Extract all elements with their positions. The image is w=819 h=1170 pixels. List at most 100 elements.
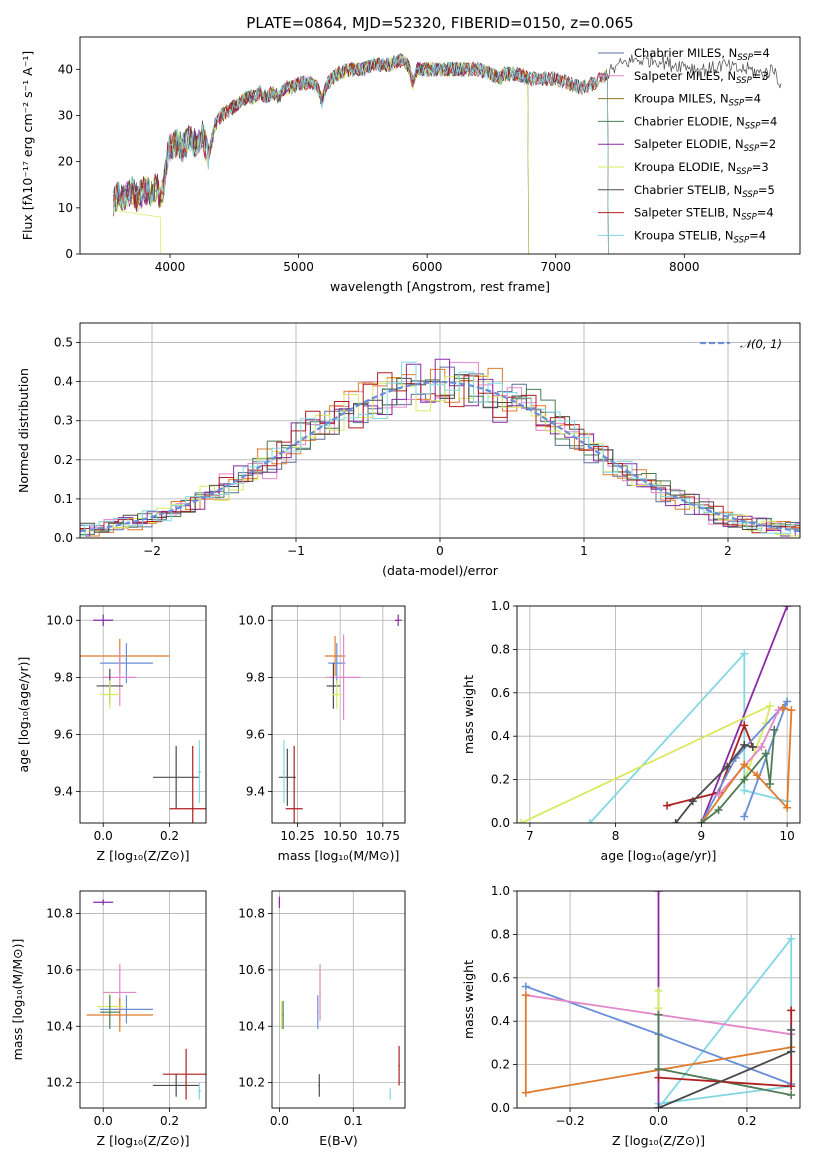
y-tick-label: 0.4 xyxy=(491,729,510,743)
y-tick-label: 0.6 xyxy=(491,971,510,985)
weight-marker xyxy=(688,797,697,806)
weight-marker xyxy=(585,819,594,823)
legend-entry: Kroupa ELODIE, NSSP=3 xyxy=(634,160,769,177)
weight-marker xyxy=(740,760,749,769)
weight-marker xyxy=(521,991,530,1000)
y-tick-label: 10.2 xyxy=(46,1076,73,1090)
y-tick-label: 1.0 xyxy=(491,599,510,613)
weight-line xyxy=(700,729,776,823)
legend-entry: 𝒩(0, 1) xyxy=(740,337,782,351)
x-tick-label: 6000 xyxy=(412,260,443,274)
legend-entry: Kroupa STELIB, NSSP=4 xyxy=(634,228,766,245)
panels: 4000 5000 6000 7000 8000010203040wavelength … xyxy=(10,36,801,1148)
legend-entry: Salpeter STELIB, NSSP=4 xyxy=(634,206,774,223)
y-tick-label: 0.8 xyxy=(491,927,510,941)
y-tick-label: 9.6 xyxy=(54,727,73,741)
y-tick-label: 10.0 xyxy=(46,613,73,627)
plot-area xyxy=(278,614,402,823)
y-tick-label: 10.4 xyxy=(238,1019,265,1033)
legend-entry: Kroupa MILES, NSSP=4 xyxy=(634,92,761,109)
x-axis-label: (data-model)/error xyxy=(382,563,499,578)
panel-mass-vs-metallicity: 0.0 0.2 10.2 10.4 10.6 10.8 Z [log₁₀(Z/Z⊙)] mas… xyxy=(10,890,207,1148)
axes-frame xyxy=(271,890,406,1109)
x-tick-label: −1 xyxy=(287,544,305,558)
x-axis-label: Z [log₁₀(Z/Z⊙)] xyxy=(97,848,190,863)
y-tick-label: 9.8 xyxy=(54,670,73,684)
panel-weight-vs-metallicity: −0.2 0.0 0.2 0.0 0.2 0.4 0.6 0.8 1.0 Z [log₁₀(Z/Z… xyxy=(461,884,801,1148)
y-tick-label: 10.2 xyxy=(238,1076,265,1090)
x-tick-label: 10.25 xyxy=(280,829,314,843)
y-tick-label: 9.4 xyxy=(246,785,265,799)
plot-area xyxy=(80,614,206,823)
x-axis-label: wavelength [Angstrom, rest frame] xyxy=(330,279,550,294)
weight-marker xyxy=(770,725,779,734)
x-axis-label: E(B-V) xyxy=(319,1133,358,1148)
y-tick-label: 0.4 xyxy=(54,375,73,389)
x-axis-label: age [log₁₀(age/yr)] xyxy=(601,848,717,863)
y-tick-label: 0.8 xyxy=(491,642,510,656)
y-axis-label: mass weight xyxy=(461,960,476,1039)
y-axis-label: age [log₁₀(age/yr)] xyxy=(16,657,31,773)
weight-marker xyxy=(671,819,680,823)
y-tick-label: 40 xyxy=(58,62,73,76)
spectrum-line xyxy=(113,52,782,212)
legend-entry: Chabrier MILES, NSSP=4 xyxy=(634,46,770,63)
y-tick-label: 0.4 xyxy=(491,1014,510,1028)
weight-marker xyxy=(740,812,749,821)
weight-marker xyxy=(778,703,787,712)
y-tick-label: 0.2 xyxy=(491,773,510,787)
x-tick-label: 8000 xyxy=(669,260,700,274)
x-tick-label: 9 xyxy=(698,829,706,843)
x-tick-label: 10 xyxy=(779,829,794,843)
y-tick-label: 1.0 xyxy=(491,884,510,898)
weight-marker xyxy=(521,1088,530,1097)
y-tick-label: 0.2 xyxy=(54,453,73,467)
y-tick-label: 30 xyxy=(58,108,73,122)
y-tick-label: 0.0 xyxy=(491,816,510,830)
weight-marker xyxy=(748,743,757,752)
y-tick-label: 0.0 xyxy=(54,531,73,545)
weight-marker xyxy=(697,819,706,823)
weight-marker xyxy=(761,749,770,758)
weight-marker xyxy=(740,740,749,749)
y-axis-label: mass [log₁₀(M/M⊙)] xyxy=(10,939,25,1061)
x-tick-label: 0.0 xyxy=(94,829,113,843)
y-axis-label: Normed distribution xyxy=(16,368,31,493)
y-axis-label: Flux [fλ10⁻¹⁷ erg cm⁻² s⁻¹ A⁻¹] xyxy=(20,51,35,240)
x-tick-label: 0.0 xyxy=(94,1114,113,1128)
x-tick-label: 0.2 xyxy=(160,829,179,843)
weight-marker xyxy=(787,1006,796,1015)
weight-marker xyxy=(654,891,663,895)
weight-marker xyxy=(517,819,526,823)
weight-marker xyxy=(757,743,766,752)
y-tick-label: 10.8 xyxy=(238,907,265,921)
axes-frame xyxy=(516,890,801,1109)
axes-frame xyxy=(271,605,406,824)
x-tick-label: 4000 xyxy=(155,260,186,274)
weight-marker xyxy=(787,1082,796,1091)
axes-frame xyxy=(79,36,801,255)
weight-marker xyxy=(654,1073,663,1082)
x-tick-label: 2 xyxy=(724,544,732,558)
weight-marker xyxy=(765,779,774,788)
panel-residuals: −2 −1 0 1 2 0.0 0.1 0.2 0.3 0.4 0.5 (data-model)/er… xyxy=(16,322,801,578)
weight-marker xyxy=(654,1010,663,1019)
weight-marker xyxy=(787,1090,796,1099)
weight-marker xyxy=(787,706,796,715)
x-tick-label: 10.75 xyxy=(366,829,400,843)
x-axis-label: Z [log₁₀(Z/Z⊙)] xyxy=(612,1133,705,1148)
x-tick-label: −0.2 xyxy=(555,1114,584,1128)
x-tick-label: 8 xyxy=(612,829,620,843)
weight-marker xyxy=(765,701,774,710)
x-axis-label: Z [log₁₀(Z/Z⊙)] xyxy=(97,1133,190,1148)
plot-area xyxy=(521,891,796,1108)
panel-spectrum: 4000 5000 6000 7000 8000 0 10 20 30 40 wavelength … xyxy=(20,36,801,294)
panel-mass-vs-ebv: 0.0 0.1 10.2 10.4 10.6 10.8 E(B-V) xyxy=(238,890,406,1148)
x-tick-label: −2 xyxy=(143,544,161,558)
plot-area xyxy=(517,606,796,823)
y-tick-label: 20 xyxy=(58,155,73,169)
histogram-step xyxy=(80,361,800,537)
x-tick-label: 7000 xyxy=(540,260,571,274)
weight-marker xyxy=(740,721,749,730)
